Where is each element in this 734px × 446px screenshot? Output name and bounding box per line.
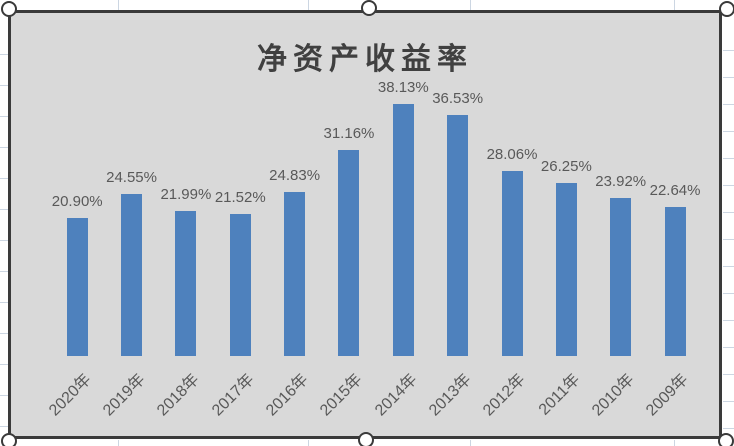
worksheet-row-gridline bbox=[723, 158, 734, 159]
worksheet-column-gridline bbox=[674, 440, 675, 446]
worksheet-row-gridline bbox=[723, 347, 734, 348]
chart-title[interactable]: 净资产收益率 bbox=[257, 42, 473, 77]
bar[interactable] bbox=[610, 198, 632, 356]
worksheet-row-gridline bbox=[0, 333, 8, 334]
data-label[interactable]: 20.90% bbox=[51, 193, 103, 211]
selection-handle-bottom-left[interactable] bbox=[1, 433, 17, 446]
bar[interactable] bbox=[555, 182, 577, 356]
worksheet-row-gridline bbox=[723, 374, 734, 375]
data-label[interactable]: 28.06% bbox=[486, 145, 538, 163]
worksheet-row-gridline bbox=[0, 54, 8, 55]
worksheet-row-gridline bbox=[0, 240, 8, 241]
worksheet-row-gridline bbox=[0, 426, 8, 427]
selection-handle-top-middle[interactable] bbox=[361, 0, 377, 16]
bar[interactable] bbox=[284, 192, 306, 356]
worksheet-row-gridline bbox=[0, 178, 8, 179]
data-label[interactable]: 38.13% bbox=[377, 79, 429, 97]
selection-handle-bottom-middle[interactable] bbox=[358, 432, 374, 446]
data-label[interactable]: 24.83% bbox=[269, 167, 321, 185]
worksheet-row-gridline bbox=[723, 428, 734, 429]
worksheet-column-gridline bbox=[118, 440, 119, 446]
selection-handle-top-right[interactable] bbox=[719, 1, 734, 17]
worksheet-row-gridline bbox=[0, 271, 8, 272]
worksheet-column-gridline bbox=[118, 0, 119, 10]
bar[interactable] bbox=[447, 114, 469, 356]
worksheet-column-gridline bbox=[470, 0, 471, 10]
data-label[interactable]: 24.55% bbox=[106, 168, 157, 186]
worksheet-row-gridline bbox=[0, 395, 8, 396]
worksheet-row-gridline bbox=[723, 50, 734, 51]
data-label[interactable]: 26.25% bbox=[540, 157, 592, 175]
worksheet-row-gridline bbox=[723, 212, 734, 213]
selection-handle-top-left[interactable] bbox=[1, 1, 17, 17]
worksheet-column-gridline bbox=[674, 0, 675, 10]
bar[interactable] bbox=[175, 210, 197, 356]
bar[interactable] bbox=[338, 150, 360, 356]
worksheet-row-gridline bbox=[0, 302, 8, 303]
bar[interactable] bbox=[121, 193, 143, 356]
worksheet-row-gridline bbox=[723, 293, 734, 294]
worksheet-row-gridline bbox=[723, 104, 734, 105]
bar[interactable] bbox=[229, 213, 251, 356]
bar[interactable] bbox=[664, 206, 686, 356]
selection-handle-bottom-right[interactable] bbox=[718, 433, 734, 446]
worksheet-row-gridline bbox=[723, 401, 734, 402]
worksheet-column-gridline bbox=[308, 440, 309, 446]
bar[interactable] bbox=[501, 170, 523, 356]
data-label[interactable]: 21.99% bbox=[160, 185, 212, 203]
worksheet-row-gridline bbox=[723, 239, 734, 240]
bar[interactable] bbox=[392, 104, 414, 356]
data-label[interactable]: 31.16% bbox=[323, 125, 375, 143]
data-label[interactable]: 23.92% bbox=[595, 173, 647, 191]
bar[interactable] bbox=[66, 218, 88, 356]
worksheet-row-gridline bbox=[0, 209, 8, 210]
worksheet-row-gridline bbox=[723, 266, 734, 267]
worksheet-row-gridline bbox=[0, 147, 8, 148]
worksheet-row-gridline bbox=[723, 77, 734, 78]
worksheet-row-gridline bbox=[0, 116, 8, 117]
worksheet-row-gridline bbox=[723, 320, 734, 321]
worksheet-column-gridline bbox=[470, 440, 471, 446]
worksheet-row-gridline bbox=[0, 85, 8, 86]
worksheet-row-gridline bbox=[723, 185, 734, 186]
worksheet-row-gridline bbox=[0, 364, 8, 365]
data-label[interactable]: 22.64% bbox=[649, 181, 701, 199]
data-label[interactable]: 21.52% bbox=[214, 188, 266, 206]
worksheet-row-gridline bbox=[723, 131, 734, 132]
data-label[interactable]: 36.53% bbox=[432, 89, 484, 107]
worksheet-column-gridline bbox=[308, 0, 309, 10]
